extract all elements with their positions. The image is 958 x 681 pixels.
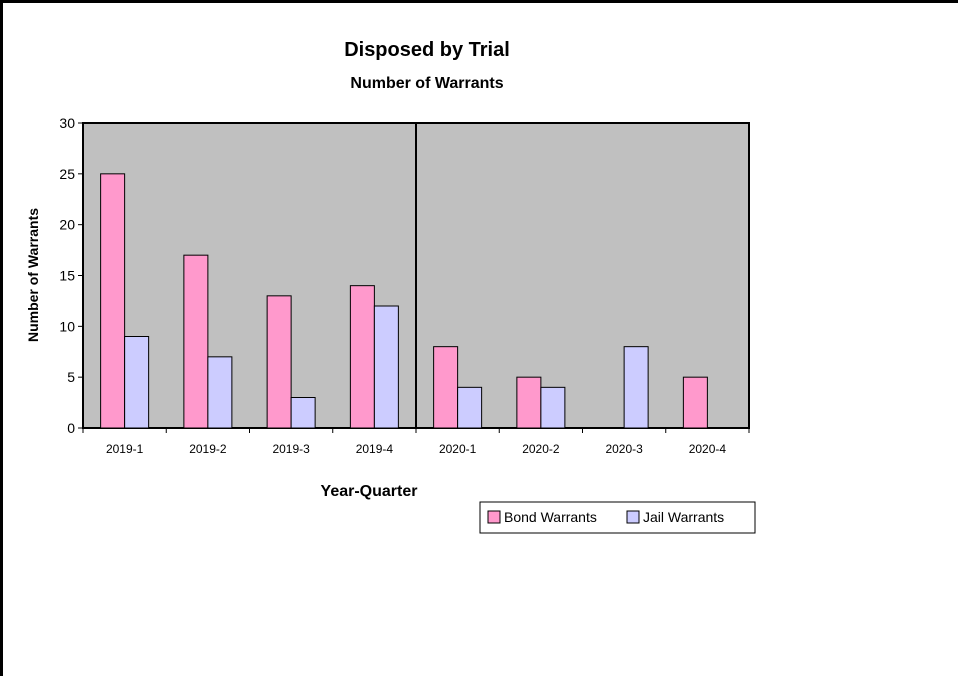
y-tick-label: 20 (59, 217, 75, 233)
y-tick-label: 25 (59, 166, 75, 182)
x-tick-label: 2020-2 (522, 442, 560, 456)
bars-group (100, 173, 708, 429)
x-tick-label: 2019-1 (106, 442, 144, 456)
jail-warrants-bar (373, 305, 399, 429)
x-tick-label: 2020-1 (439, 442, 477, 456)
x-axis: 2019-1 2019-2 2019-3 2019-4 2020-1 2020-2 2020… (82, 428, 750, 456)
x-tick-label: 2020-4 (689, 442, 727, 456)
y-tick-label: 10 (59, 318, 75, 334)
legend-box (479, 501, 756, 534)
legend-swatch-jail (626, 510, 640, 524)
legend: Bond Warrants Jail Warrants (479, 501, 756, 534)
chart-subtitle: Number of Warrants (350, 75, 503, 92)
y-tick-label: 5 (67, 369, 75, 385)
bond-warrants-bar (100, 173, 126, 429)
y-tick-label: 0 (67, 420, 75, 436)
legend-label-bond: Bond Warrants (504, 509, 597, 525)
chart-title: Disposed by Trial (344, 39, 510, 61)
jail-warrants-bar (207, 356, 233, 429)
legend-label-jail: Jail Warrants (643, 509, 724, 525)
bond-warrants-bar (266, 295, 292, 429)
y-axis-label: Number of Warrants (25, 208, 41, 342)
jail-warrants-bar (540, 386, 566, 429)
x-axis-label: Year-Quarter (321, 483, 418, 500)
bond-warrants-bar (349, 285, 375, 429)
x-tick-label: 2019-4 (356, 442, 394, 456)
jail-warrants-bar (623, 346, 649, 429)
y-axis: 0 5 10 15 20 25 30 (59, 115, 83, 436)
x-tick-label: 2019-2 (189, 442, 227, 456)
bond-warrants-bar (682, 376, 708, 429)
legend-swatch-bond (487, 510, 501, 524)
y-tick-label: 15 (59, 268, 75, 284)
bond-warrants-bar (183, 254, 209, 429)
jail-warrants-bar (290, 397, 316, 429)
bond-warrants-bar (433, 346, 459, 429)
bond-warrants-bar (516, 376, 542, 429)
jail-warrants-bar (124, 336, 150, 429)
x-tick-label: 2019-3 (272, 442, 310, 456)
y-tick-label: 30 (59, 115, 75, 131)
x-tick-label: 2020-3 (605, 442, 643, 456)
bar-chart: Disposed by Trial Number of Warrants Num… (25, 39, 756, 534)
jail-warrants-bar (457, 386, 483, 429)
